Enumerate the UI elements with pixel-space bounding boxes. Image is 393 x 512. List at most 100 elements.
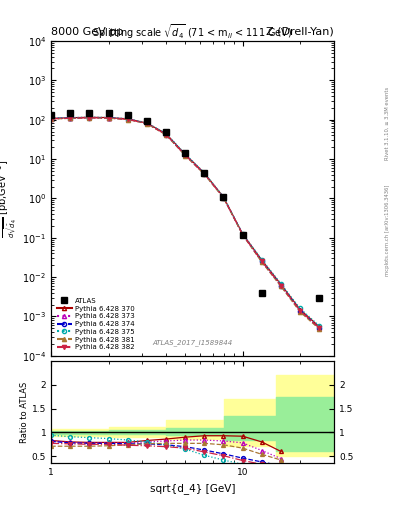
Pythia 6.428 375 bbox=[49, 115, 53, 121]
ATLAS bbox=[240, 231, 245, 238]
Pythia 6.428 381 bbox=[145, 121, 149, 127]
ATLAS bbox=[163, 129, 168, 135]
Pythia 6.428 373 bbox=[317, 325, 321, 331]
Text: Rivet 3.1.10, ≥ 3.3M events: Rivet 3.1.10, ≥ 3.3M events bbox=[385, 86, 390, 160]
Pythia 6.428 382 bbox=[145, 120, 149, 126]
Pythia 6.428 375 bbox=[107, 114, 111, 120]
ATLAS bbox=[202, 169, 207, 176]
Pythia 6.428 375 bbox=[68, 115, 73, 121]
Pythia 6.428 370 bbox=[68, 115, 73, 121]
Pythia 6.428 370 bbox=[49, 115, 53, 121]
ATLAS bbox=[49, 112, 53, 118]
Line: Pythia 6.428 370: Pythia 6.428 370 bbox=[49, 115, 321, 329]
Pythia 6.428 381 bbox=[240, 232, 245, 238]
Pythia 6.428 382 bbox=[163, 132, 168, 138]
ATLAS bbox=[68, 110, 73, 116]
Pythia 6.428 382 bbox=[221, 195, 226, 201]
Y-axis label: $\frac{d\sigma}{d\sqrt{\bar{d}_4}}$ [pb,GeV$^{-1}$]: $\frac{d\sigma}{d\sqrt{\bar{d}_4}}$ [pb,… bbox=[0, 159, 19, 238]
Text: ATLAS_2017_I1589844: ATLAS_2017_I1589844 bbox=[152, 339, 233, 347]
Pythia 6.428 370 bbox=[259, 257, 264, 263]
Pythia 6.428 382 bbox=[298, 308, 303, 314]
Line: Pythia 6.428 382: Pythia 6.428 382 bbox=[49, 116, 321, 330]
Y-axis label: Ratio to ATLAS: Ratio to ATLAS bbox=[20, 381, 29, 443]
Pythia 6.428 373 bbox=[87, 114, 92, 120]
Pythia 6.428 382 bbox=[68, 115, 73, 121]
ATLAS bbox=[125, 112, 130, 118]
Pythia 6.428 373 bbox=[221, 194, 226, 200]
Legend: ATLAS, Pythia 6.428 370, Pythia 6.428 373, Pythia 6.428 374, Pythia 6.428 375, P: ATLAS, Pythia 6.428 370, Pythia 6.428 37… bbox=[55, 296, 136, 352]
Pythia 6.428 375 bbox=[87, 114, 92, 120]
Pythia 6.428 382 bbox=[279, 283, 283, 289]
Title: Splitting scale $\sqrt{d_4}$ (71 < m$_{ll}$ < 111 GeV): Splitting scale $\sqrt{d_4}$ (71 < m$_{l… bbox=[92, 22, 293, 41]
Pythia 6.428 381 bbox=[68, 115, 73, 121]
Pythia 6.428 373 bbox=[125, 116, 130, 122]
Pythia 6.428 373 bbox=[145, 120, 149, 126]
Pythia 6.428 373 bbox=[68, 115, 73, 121]
Pythia 6.428 370 bbox=[163, 131, 168, 137]
Pythia 6.428 374 bbox=[221, 195, 226, 201]
Pythia 6.428 374 bbox=[145, 120, 149, 126]
Pythia 6.428 382 bbox=[107, 115, 111, 121]
Pythia 6.428 381 bbox=[279, 283, 283, 289]
Pythia 6.428 374 bbox=[202, 171, 207, 177]
Pythia 6.428 382 bbox=[259, 259, 264, 265]
Pythia 6.428 381 bbox=[259, 259, 264, 265]
Pythia 6.428 375 bbox=[163, 130, 168, 136]
Pythia 6.428 374 bbox=[298, 308, 303, 314]
ATLAS bbox=[87, 110, 92, 116]
Pythia 6.428 374 bbox=[279, 283, 283, 289]
Pythia 6.428 381 bbox=[49, 116, 53, 122]
Pythia 6.428 370 bbox=[298, 307, 303, 313]
Line: Pythia 6.428 381: Pythia 6.428 381 bbox=[49, 116, 321, 331]
Pythia 6.428 373 bbox=[107, 115, 111, 121]
Pythia 6.428 373 bbox=[163, 131, 168, 137]
Text: 8000 GeV pp: 8000 GeV pp bbox=[51, 27, 123, 37]
Pythia 6.428 381 bbox=[87, 115, 92, 121]
Pythia 6.428 381 bbox=[107, 115, 111, 121]
Pythia 6.428 374 bbox=[240, 231, 245, 238]
Pythia 6.428 373 bbox=[279, 282, 283, 288]
Pythia 6.428 382 bbox=[87, 115, 92, 121]
Pythia 6.428 375 bbox=[183, 151, 187, 157]
Line: Pythia 6.428 373: Pythia 6.428 373 bbox=[49, 115, 321, 330]
Pythia 6.428 381 bbox=[221, 195, 226, 201]
Line: ATLAS: ATLAS bbox=[48, 110, 322, 301]
Pythia 6.428 370 bbox=[279, 282, 283, 288]
Pythia 6.428 373 bbox=[298, 308, 303, 314]
Pythia 6.428 373 bbox=[202, 170, 207, 176]
Pythia 6.428 373 bbox=[240, 231, 245, 237]
ATLAS bbox=[145, 117, 149, 123]
Pythia 6.428 375 bbox=[145, 120, 149, 126]
Text: mcplots.cern.ch [arXiv:1306.3436]: mcplots.cern.ch [arXiv:1306.3436] bbox=[385, 185, 390, 276]
Pythia 6.428 374 bbox=[68, 115, 73, 121]
ATLAS bbox=[183, 150, 187, 156]
Pythia 6.428 375 bbox=[221, 194, 226, 200]
Pythia 6.428 382 bbox=[49, 116, 53, 122]
Pythia 6.428 370 bbox=[202, 170, 207, 176]
Pythia 6.428 370 bbox=[240, 231, 245, 237]
Pythia 6.428 370 bbox=[317, 324, 321, 330]
Pythia 6.428 374 bbox=[183, 152, 187, 158]
Pythia 6.428 374 bbox=[125, 116, 130, 122]
Pythia 6.428 375 bbox=[317, 323, 321, 329]
Pythia 6.428 373 bbox=[183, 152, 187, 158]
Text: Z (Drell-Yan): Z (Drell-Yan) bbox=[266, 27, 334, 37]
Pythia 6.428 381 bbox=[125, 116, 130, 122]
Pythia 6.428 382 bbox=[183, 152, 187, 158]
Pythia 6.428 373 bbox=[49, 115, 53, 121]
Line: Pythia 6.428 375: Pythia 6.428 375 bbox=[49, 115, 321, 328]
X-axis label: sqrt{d_4} [GeV]: sqrt{d_4} [GeV] bbox=[150, 483, 235, 494]
Pythia 6.428 381 bbox=[298, 309, 303, 315]
Pythia 6.428 374 bbox=[317, 325, 321, 331]
Line: Pythia 6.428 374: Pythia 6.428 374 bbox=[49, 116, 321, 330]
Pythia 6.428 381 bbox=[163, 132, 168, 138]
Pythia 6.428 382 bbox=[202, 171, 207, 177]
Pythia 6.428 373 bbox=[259, 258, 264, 264]
Pythia 6.428 375 bbox=[240, 230, 245, 237]
ATLAS bbox=[107, 110, 111, 116]
Pythia 6.428 375 bbox=[259, 257, 264, 263]
Pythia 6.428 370 bbox=[107, 115, 111, 121]
Pythia 6.428 370 bbox=[145, 120, 149, 126]
Pythia 6.428 374 bbox=[49, 116, 53, 122]
Pythia 6.428 381 bbox=[183, 153, 187, 159]
